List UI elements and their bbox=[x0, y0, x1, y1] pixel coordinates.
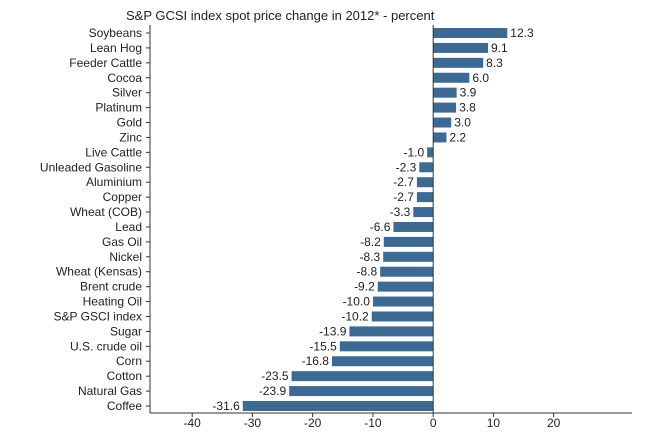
x-tick-label: 20 bbox=[547, 416, 561, 430]
category-label: Gold bbox=[117, 116, 142, 130]
bar bbox=[433, 117, 452, 128]
bar bbox=[393, 221, 434, 232]
category-label: Platinum bbox=[95, 101, 142, 115]
category-label: Unleaded Gasoline bbox=[40, 160, 142, 174]
bar bbox=[383, 236, 434, 247]
value-label: -23.9 bbox=[259, 384, 287, 398]
bar bbox=[339, 341, 434, 352]
bar bbox=[419, 162, 434, 173]
category-label: Feeder Cattle bbox=[69, 56, 142, 70]
bar bbox=[433, 42, 489, 53]
value-label: -6.6 bbox=[370, 220, 391, 234]
value-label: -13.9 bbox=[319, 324, 347, 338]
category-label: S&P GSCI index bbox=[54, 309, 143, 323]
value-label: -2.7 bbox=[393, 175, 414, 189]
category-label: Lean Hog bbox=[90, 41, 142, 55]
x-tick-label: 10 bbox=[487, 416, 501, 430]
bar bbox=[289, 386, 434, 397]
bar bbox=[433, 72, 470, 83]
bar bbox=[433, 28, 508, 38]
x-tick-label: -30 bbox=[244, 416, 262, 430]
value-label: -8.3 bbox=[359, 250, 380, 264]
bar bbox=[433, 132, 447, 143]
bars-layer bbox=[242, 28, 508, 411]
value-label: 3.8 bbox=[459, 101, 476, 115]
value-label: -8.8 bbox=[356, 265, 377, 279]
x-tick-label: -40 bbox=[184, 416, 202, 430]
chart-title: S&P GCSI index spot price change in 2012… bbox=[126, 8, 435, 23]
value-label: 3.0 bbox=[454, 116, 471, 130]
bar bbox=[331, 356, 434, 367]
category-label: Silver bbox=[112, 86, 142, 100]
category-label: Aluminium bbox=[86, 175, 142, 189]
category-label: Sugar bbox=[110, 324, 142, 338]
category-label: Heating Oil bbox=[83, 295, 142, 309]
value-label: -1.0 bbox=[403, 145, 424, 159]
value-label: -31.6 bbox=[212, 399, 240, 413]
category-label: Wheat (COB) bbox=[70, 205, 142, 219]
bar bbox=[413, 207, 434, 218]
value-label: -2.7 bbox=[393, 190, 414, 204]
value-label: 9.1 bbox=[491, 41, 508, 55]
bar bbox=[349, 326, 434, 337]
category-label: Corn bbox=[116, 354, 142, 368]
value-label: 2.2 bbox=[449, 130, 466, 144]
category-label: Gas Oil bbox=[102, 235, 142, 249]
value-label: -15.5 bbox=[309, 339, 337, 353]
axis-layer bbox=[146, 25, 632, 417]
value-label: -16.8 bbox=[302, 354, 330, 368]
category-label: U.S. crude oil bbox=[70, 339, 142, 353]
bar bbox=[427, 147, 434, 158]
bar bbox=[416, 177, 434, 188]
bar bbox=[383, 251, 434, 262]
bar bbox=[433, 57, 484, 68]
category-label: Soybeans bbox=[89, 26, 142, 40]
value-label: -2.3 bbox=[396, 160, 417, 174]
value-label: -9.2 bbox=[354, 280, 375, 294]
category-label: Lead bbox=[115, 220, 142, 234]
category-label: Cocoa bbox=[107, 71, 142, 85]
category-label: Coffee bbox=[107, 399, 142, 413]
bar bbox=[242, 401, 434, 411]
value-label: 6.0 bbox=[472, 71, 489, 85]
bar bbox=[433, 102, 457, 113]
category-label: Wheat (Kensas) bbox=[56, 265, 142, 279]
x-tick-label: 0 bbox=[430, 416, 437, 430]
category-label: Copper bbox=[103, 190, 142, 204]
value-label: -8.2 bbox=[360, 235, 381, 249]
bar bbox=[380, 266, 434, 277]
category-label: Natural Gas bbox=[78, 384, 142, 398]
bar bbox=[433, 87, 457, 98]
category-label: Zinc bbox=[119, 130, 142, 144]
category-label: Cotton bbox=[107, 369, 142, 383]
bar bbox=[377, 281, 434, 292]
value-label: 8.3 bbox=[486, 56, 503, 70]
bar bbox=[291, 371, 434, 382]
value-label: -10.0 bbox=[343, 295, 371, 309]
value-label: 3.9 bbox=[460, 86, 477, 100]
bar bbox=[372, 296, 434, 307]
category-label: Brent crude bbox=[80, 280, 142, 294]
category-label: Nickel bbox=[109, 250, 142, 264]
value-label: -23.5 bbox=[261, 369, 289, 383]
value-label: -3.3 bbox=[390, 205, 411, 219]
bar bbox=[371, 311, 434, 322]
x-tick-label: -10 bbox=[364, 416, 382, 430]
x-tick-label: -20 bbox=[304, 416, 322, 430]
value-label: 12.3 bbox=[510, 26, 534, 40]
labels-layer: Soybeans 12.3 Lean Hog 9.1 Feeder Cattle 8.3 C… bbox=[40, 26, 561, 430]
category-label: Live Cattle bbox=[85, 145, 142, 159]
bar bbox=[416, 192, 434, 203]
value-label: -10.2 bbox=[341, 309, 369, 323]
